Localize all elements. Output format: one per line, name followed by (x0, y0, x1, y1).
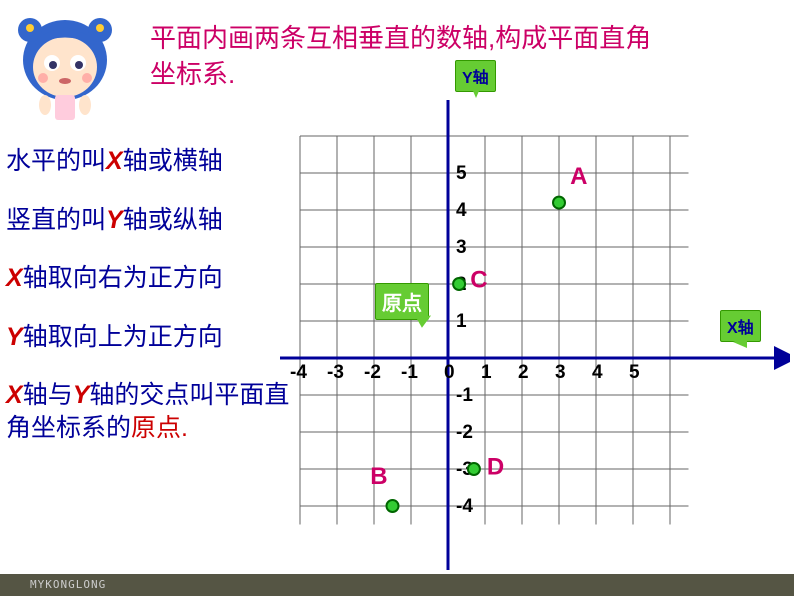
y-letter: Y (73, 381, 90, 409)
svg-text:A: A (570, 163, 587, 190)
avatar-image (0, 5, 130, 135)
grid-svg: -4-3-2-101234512345-1-2-3-4ABCD (280, 100, 790, 570)
svg-text:-1: -1 (456, 385, 473, 406)
t: 轴或纵轴 (123, 206, 223, 234)
x-letter: X (6, 264, 23, 292)
svg-text:5: 5 (456, 163, 467, 184)
origin-word: 原点 (131, 414, 181, 442)
title-line1: 平面内画两条互相垂直的数轴,构成平面直角 (150, 23, 651, 53)
svg-text:4: 4 (456, 200, 467, 221)
svg-text:C: C (470, 267, 487, 294)
svg-text:4: 4 (592, 362, 603, 383)
x-letter: X (106, 147, 123, 175)
x-label-tail (733, 336, 747, 348)
svg-text:-2: -2 (456, 422, 473, 443)
x-letter: X (6, 381, 23, 409)
svg-text:1: 1 (481, 362, 492, 383)
footer-text: MYKONGLONG (0, 574, 794, 596)
t: 水平的叫 (6, 147, 106, 175)
footer-bar: MYKONGLONG (0, 574, 794, 596)
definitions-block: 水平的叫X轴或横轴 竖直的叫Y轴或纵轴 X轴取向右为正方向 Y轴取向上为正方向 … (6, 145, 291, 444)
svg-text:-4: -4 (456, 496, 473, 517)
svg-text:B: B (370, 463, 387, 490)
def-x-dir: X轴取向右为正方向 (6, 262, 291, 295)
t: 轴或横轴 (123, 147, 223, 175)
y-label-tail (470, 84, 482, 98)
t: . (181, 414, 188, 442)
def-origin: X轴与Y轴的交点叫平面直角坐标系的原点. (6, 379, 291, 444)
t: 竖直的叫 (6, 206, 106, 234)
title-line2: 坐标系. (150, 59, 235, 89)
svg-text:D: D (487, 454, 504, 481)
svg-text:-4: -4 (290, 362, 307, 383)
y-letter: Y (106, 206, 123, 234)
t: 轴取向右为正方向 (23, 264, 223, 292)
def-y-dir: Y轴取向上为正方向 (6, 321, 291, 354)
svg-text:-1: -1 (401, 362, 418, 383)
svg-text:2: 2 (518, 362, 529, 383)
svg-text:1: 1 (456, 311, 467, 332)
svg-text:-2: -2 (364, 362, 381, 383)
def-y-axis: 竖直的叫Y轴或纵轴 (6, 204, 291, 237)
def-x-axis: 水平的叫X轴或横轴 (6, 145, 291, 178)
svg-text:0: 0 (444, 362, 455, 383)
t: 轴取向上为正方向 (23, 323, 223, 351)
svg-text:3: 3 (555, 362, 566, 383)
svg-text:3: 3 (456, 237, 467, 258)
svg-text:-3: -3 (327, 362, 344, 383)
y-letter: Y (6, 323, 23, 351)
svg-text:5: 5 (629, 362, 640, 383)
coordinate-chart: -4-3-2-101234512345-1-2-3-4ABCD Y轴 X轴 原点 (280, 100, 790, 570)
t: 轴与 (23, 381, 73, 409)
